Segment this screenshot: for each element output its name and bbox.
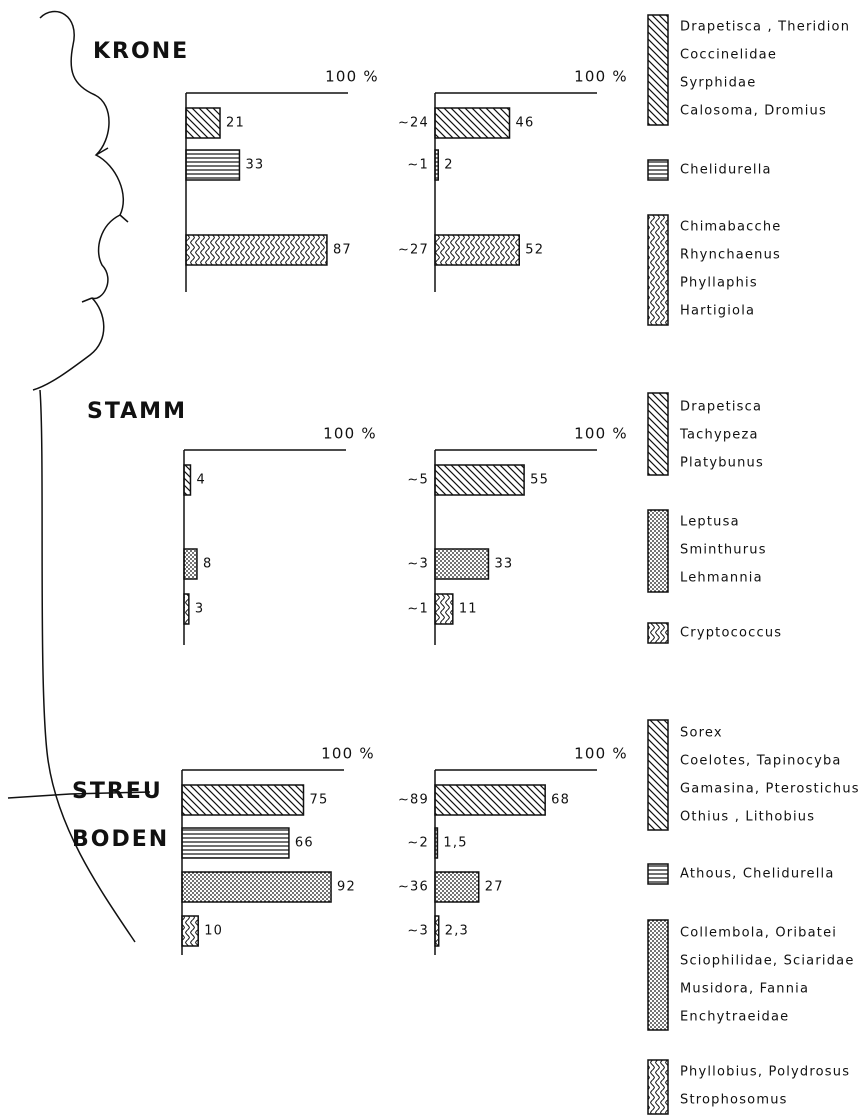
value-label: 2,3 [445, 924, 469, 939]
value-label: 33 [245, 158, 264, 173]
value-label: 92 [337, 880, 356, 895]
value-label: 4 [196, 473, 205, 488]
value-label: 52 [525, 243, 544, 258]
annotation: ∼3 [407, 924, 429, 939]
bar [435, 916, 439, 946]
legend-label: Phyllaphis [680, 276, 758, 291]
legend-label: Cryptococcus [680, 626, 782, 641]
legend-swatch [648, 393, 668, 475]
bar [186, 108, 220, 138]
value-label: 3 [195, 602, 204, 617]
legend-swatch [648, 864, 668, 884]
legend-swatch [648, 623, 668, 643]
bar [435, 465, 524, 495]
value-label: 75 [310, 793, 329, 808]
value-label: 21 [226, 116, 245, 131]
bar [435, 594, 453, 624]
legend-label: Othius , Lithobius [680, 810, 815, 825]
bar [184, 465, 190, 495]
legend-label: Hartigiola [680, 304, 755, 319]
legend-label: Chelidurella [680, 163, 772, 178]
legend-swatch [648, 510, 668, 592]
legend-label: Drapetisca [680, 400, 762, 415]
x-tick-label: 100 % [574, 425, 628, 443]
bar [186, 235, 327, 265]
legend-label: Sorex [680, 726, 723, 741]
annotation: ∼3 [407, 557, 429, 572]
annotation: ∼27 [398, 243, 429, 258]
x-tick-label: 100 % [574, 68, 628, 86]
bar [182, 828, 289, 858]
bar [435, 872, 479, 902]
legend-label: Rhynchaenus [680, 248, 781, 263]
bar [435, 108, 510, 138]
bar [182, 785, 304, 815]
legend-label: Sminthurus [680, 543, 767, 558]
section-label: KRONE [93, 39, 189, 64]
legend-swatch [648, 720, 668, 830]
legend-label: Syrphidae [680, 76, 756, 91]
value-label: 2 [444, 158, 453, 173]
bar [435, 828, 437, 858]
value-label: 10 [204, 924, 223, 939]
section-label: STREU [72, 779, 163, 804]
legend-swatch [648, 160, 668, 180]
legend-label: Enchytraeidae [680, 1010, 789, 1025]
annotation: ∼1 [407, 602, 429, 617]
annotation: ∼36 [398, 880, 429, 895]
legend-label: Chimabacche [680, 220, 782, 235]
legend-label: Tachypeza [679, 428, 759, 443]
section-label: STAMM [87, 399, 187, 424]
value-label: 46 [516, 116, 535, 131]
x-tick-label: 100 % [325, 68, 379, 86]
x-tick-label: 100 % [574, 745, 628, 763]
annotation: ∼89 [398, 793, 429, 808]
value-label: 55 [530, 473, 549, 488]
legend-label: Lehmannia [680, 571, 763, 586]
bar [186, 150, 239, 180]
page: {"sections": ["KRONE", "STAMM", "STREU",… [0, 0, 864, 1118]
bar [435, 549, 488, 579]
legend-label: Coelotes, Tapinocyba [680, 754, 842, 769]
legend-label: Coccinelidae [680, 48, 777, 63]
bar [182, 872, 331, 902]
section-label: BODEN [72, 827, 169, 852]
legend-label: Leptusa [680, 515, 740, 530]
legend-label: Musidora, Fannia [680, 982, 809, 997]
x-tick-label: 100 % [323, 425, 377, 443]
value-label: 11 [459, 602, 478, 617]
value-label: 8 [203, 557, 212, 572]
legend-label: Phyllobius, Polydrosus [680, 1065, 850, 1080]
bar [435, 150, 438, 180]
bar [182, 916, 198, 946]
annotation: ∼2 [407, 836, 429, 851]
legend-swatch [648, 920, 668, 1030]
annotation: ∼24 [398, 116, 429, 131]
annotation: ∼5 [407, 473, 429, 488]
annotation: ∼1 [407, 158, 429, 173]
x-tick-label: 100 % [321, 745, 375, 763]
legend-label: Strophosomus [680, 1093, 788, 1108]
figure: KRONE STAMM STREU BODEN 100 % 21 33 87 100 %… [0, 0, 864, 1118]
value-label: 66 [295, 836, 314, 851]
legend-label: Gamasina, Pterostichus [680, 782, 860, 797]
legend-label: Athous, Chelidurella [680, 867, 835, 882]
value-label: 33 [494, 557, 513, 572]
bar [435, 235, 519, 265]
bar [435, 785, 545, 815]
value-label: 1,5 [443, 836, 467, 851]
legend-label: Platybunus [680, 456, 764, 471]
value-label: 87 [333, 243, 352, 258]
legend-label: Drapetisca , Theridion [680, 20, 850, 35]
legend-swatch [648, 215, 668, 325]
legend-swatch [648, 15, 668, 125]
legend-swatch [648, 1060, 668, 1114]
legend-label: Sciophilidae, Sciaridae [680, 954, 855, 969]
legend-label: Calosoma, Dromius [680, 104, 827, 119]
legend-label: Collembola, Oribatei [680, 926, 837, 941]
value-label: 27 [485, 880, 504, 895]
bar [184, 549, 197, 579]
value-label: 68 [551, 793, 570, 808]
bar [184, 594, 189, 624]
